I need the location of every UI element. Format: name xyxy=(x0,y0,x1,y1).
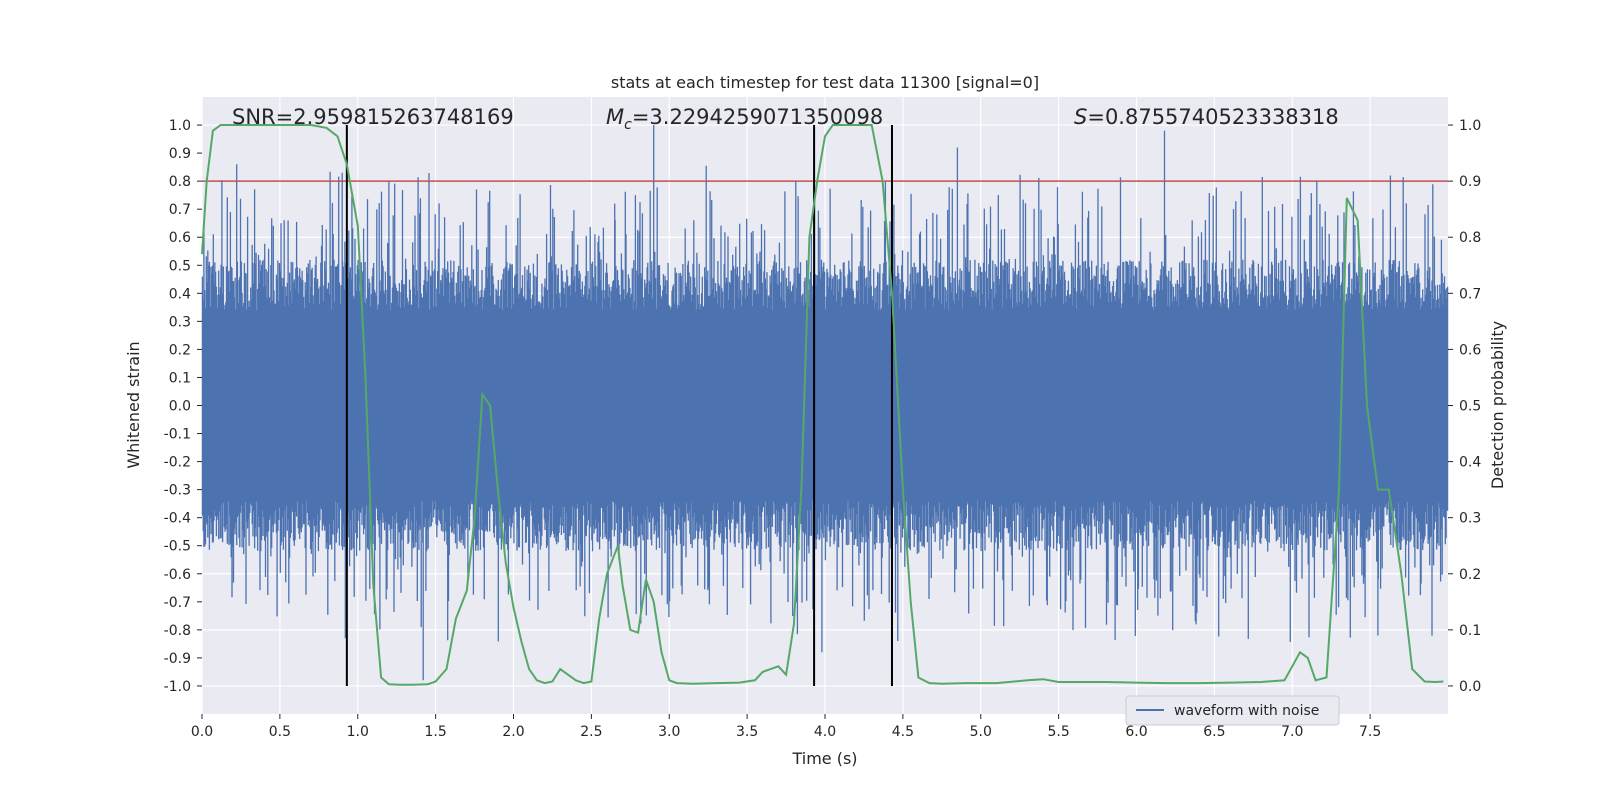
left-tick-label: -0.6 xyxy=(164,567,191,583)
x-tick-label: 2.0 xyxy=(502,724,524,740)
chart-title: stats at each timestep for test data 113… xyxy=(611,73,1039,92)
x-tick-label: 7.0 xyxy=(1281,724,1303,740)
s-value: =0.8755740523338318 xyxy=(1087,105,1338,129)
left-tick-label: -0.9 xyxy=(164,651,191,667)
x-tick-label: 6.5 xyxy=(1203,724,1225,740)
left-tick-label: -0.5 xyxy=(164,539,191,555)
left-axis-label: Whitened strain xyxy=(124,341,143,468)
snr-annotation: SNR=2.959815263748169 xyxy=(232,105,514,129)
x-axis-label: Time (s) xyxy=(791,749,857,768)
right-tick-label: 0.4 xyxy=(1459,455,1481,471)
x-tick-label: 4.5 xyxy=(892,724,914,740)
right-tick-label: 0.5 xyxy=(1459,399,1481,415)
x-tick-label: 1.5 xyxy=(424,724,446,740)
chirp-mass-subscript: c xyxy=(624,117,632,133)
x-tick-label: 7.5 xyxy=(1359,724,1381,740)
legend-box xyxy=(1125,695,1340,726)
right-tick-label: 0.1 xyxy=(1459,623,1481,639)
left-tick-label: 0.8 xyxy=(169,174,191,190)
chirp-mass-annotation: Mc=3.2294259071350098 xyxy=(606,105,883,133)
left-tick-label: 0.7 xyxy=(169,202,191,218)
left-tick-label: 0.3 xyxy=(169,314,191,330)
right-tick-label: 0.6 xyxy=(1459,342,1481,358)
right-tick-label: 0.7 xyxy=(1459,286,1481,302)
right-tick-label: 0.0 xyxy=(1459,679,1481,695)
x-tick-label: 1.0 xyxy=(347,724,369,740)
right-axis-ticks: 1.0 0.9 0.8 0.7 0.6 0.5 0.4 0.3 0.2 0.1 0.0 xyxy=(1448,118,1481,695)
left-tick-label: 0.9 xyxy=(169,146,191,162)
x-tick-label: 5.5 xyxy=(1047,724,1069,740)
legend: waveform with noise xyxy=(1125,695,1340,726)
right-tick-label: 0.2 xyxy=(1459,567,1481,583)
left-tick-label: -1.0 xyxy=(164,679,191,695)
left-tick-label: 0.2 xyxy=(169,342,191,358)
x-axis-ticks: 0.0 0.5 1.0 1.5 2.0 2.5 3.0 3.5 4.0 4.5 5.0 5.5 6.0 6… xyxy=(191,714,1381,740)
vertical-markers xyxy=(345,125,893,686)
probability-line xyxy=(201,124,1444,686)
chirp-mass-value: =3.2294259071350098 xyxy=(632,105,883,129)
chirp-mass-symbol: M xyxy=(606,105,624,129)
x-tick-label: 0.5 xyxy=(269,724,291,740)
left-tick-label: -0.2 xyxy=(164,455,191,471)
left-axis-ticks: 1.0 0.9 0.8 0.7 0.6 0.5 0.4 0.3 0.2 0.1 0.0 -0.1 -0.… xyxy=(164,118,202,695)
x-tick-label: 6.0 xyxy=(1125,724,1147,740)
left-tick-label: -0.3 xyxy=(164,483,191,499)
left-tick-label: 0.1 xyxy=(169,370,191,386)
left-tick-label: 0.4 xyxy=(169,286,191,302)
right-tick-label: 0.9 xyxy=(1459,174,1481,190)
right-axis-label: Detection probability xyxy=(1488,321,1507,489)
left-tick-label: -0.4 xyxy=(164,511,191,527)
left-tick-label: -0.8 xyxy=(164,623,191,639)
left-tick-label: -0.7 xyxy=(164,595,191,611)
left-tick-label: 0.5 xyxy=(169,258,191,274)
left-tick-label: 0.6 xyxy=(169,230,191,246)
s-annotation: S=0.8755740523338318 xyxy=(1074,105,1339,129)
x-tick-label: 0.0 xyxy=(191,724,213,740)
left-tick-label: 0.0 xyxy=(169,399,191,415)
x-tick-label: 5.0 xyxy=(970,724,992,740)
legend-label: waveform with noise xyxy=(1174,703,1319,719)
right-tick-label: 0.3 xyxy=(1459,511,1481,527)
left-tick-label: -0.1 xyxy=(164,427,191,443)
x-tick-label: 3.5 xyxy=(736,724,758,740)
x-tick-label: 3.0 xyxy=(658,724,680,740)
left-tick-label: 1.0 xyxy=(169,118,191,134)
probability-series xyxy=(201,124,1444,686)
x-tick-label: 4.0 xyxy=(814,724,836,740)
right-tick-label: 0.8 xyxy=(1459,230,1481,246)
s-symbol: S xyxy=(1074,105,1087,129)
right-tick-label: 1.0 xyxy=(1459,118,1481,134)
x-tick-label: 2.5 xyxy=(580,724,602,740)
